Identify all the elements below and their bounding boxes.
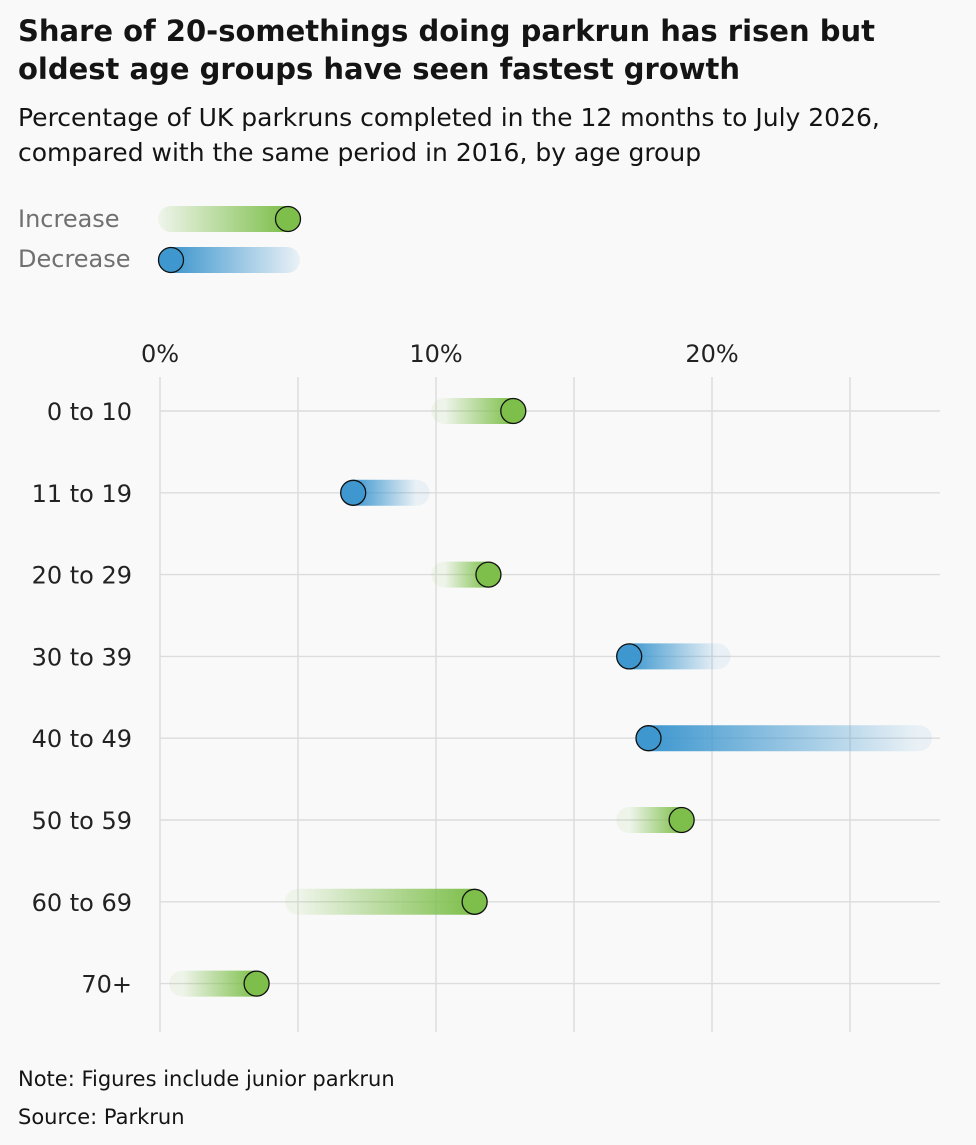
chart-source: Source: Parkrun (18, 1105, 185, 1129)
range-bar (616, 643, 731, 670)
legend-increase-label: Increase (18, 205, 120, 233)
range-bar (285, 888, 488, 915)
category-label: 0 to 10 (47, 398, 132, 426)
value-dot (340, 479, 367, 506)
category-label: 70+ (81, 971, 132, 999)
value-dot (461, 888, 488, 915)
legend-increase-bar (158, 206, 300, 232)
gridlines (159, 377, 940, 1032)
value-dot (500, 397, 527, 425)
x-tick-label: 0% (141, 340, 179, 368)
value-dot (616, 643, 643, 670)
category-label: 30 to 39 (32, 643, 132, 671)
category-label: 60 to 69 (32, 889, 132, 917)
x-tick-labels: 0% 10% 20% (141, 340, 739, 368)
legend-decrease-dot (157, 246, 185, 274)
chart-title: Share of 20-somethings doing parkrun has… (18, 14, 875, 86)
legend-decrease-bar (158, 247, 300, 273)
legend-decrease-label: Decrease (18, 245, 131, 273)
legend-increase-dot (274, 205, 302, 233)
chart-canvas: Increase Decrease 0% 10% 20% 0 to 10 11 to … (18, 205, 940, 1032)
x-tick-label: 10% (409, 340, 462, 368)
chart-note: Note: Figures include junior parkrun (18, 1067, 395, 1091)
value-dot (635, 725, 662, 752)
value-dot (243, 970, 270, 997)
category-label: 40 to 49 (32, 725, 132, 753)
value-dot (475, 561, 502, 588)
category-label: 20 to 29 (32, 562, 132, 590)
category-label: 50 to 59 (32, 807, 132, 835)
range-bars (169, 398, 932, 997)
range-bar (635, 725, 932, 752)
current-value-dots (243, 397, 695, 997)
range-bar (169, 970, 270, 997)
value-dot (668, 806, 695, 834)
legend: Increase Decrease (18, 205, 302, 274)
x-tick-label: 20% (685, 340, 738, 368)
category-label: 11 to 19 (32, 480, 132, 508)
chart-subtitle: Percentage of UK parkruns completed in t… (18, 103, 880, 167)
category-labels: 0 to 10 11 to 19 20 to 29 30 to 39 40 to 49 5… (32, 398, 132, 999)
